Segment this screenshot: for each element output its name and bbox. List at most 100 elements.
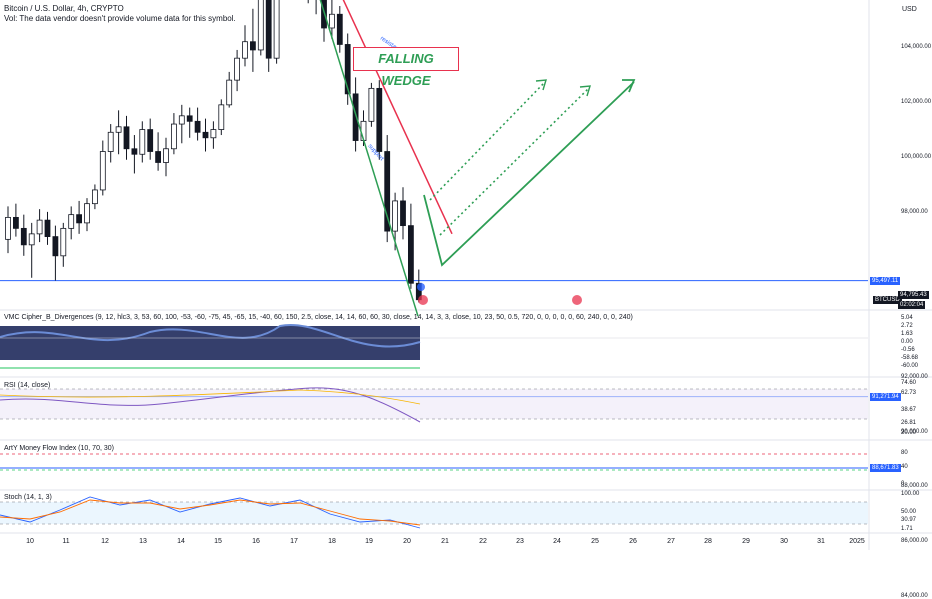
candle-body: [352, 93, 359, 141]
rsi-axis-label: 20.00: [901, 430, 917, 436]
price-tick-label: 98,000.00: [901, 208, 928, 215]
x-tick-label: 28: [704, 538, 712, 545]
stoch-d-line: [0, 499, 421, 526]
candle-body: [52, 236, 59, 257]
stoch-k-line: [0, 496, 421, 529]
stoch-axis-label: 100.00: [901, 491, 920, 497]
candle-body: [392, 200, 399, 232]
x-tick-label: 29: [742, 538, 750, 545]
x-tick-label: 25: [591, 538, 599, 545]
candle-body: [257, 0, 264, 51]
arrowhead: [535, 79, 547, 91]
x-tick-label: 2025: [849, 538, 865, 545]
cipher-axis-label: 2.72: [901, 323, 913, 329]
candle-body: [92, 189, 98, 205]
candle-body: [273, 0, 280, 59]
level-tag: 91,271.94: [870, 392, 901, 401]
x-tick-label: 30: [780, 538, 788, 545]
candle-body: [84, 203, 90, 224]
candle-body: [234, 57, 241, 81]
candle-body: [76, 214, 82, 224]
rsi-axis-label: 38.67: [901, 407, 917, 413]
price-tick-label: 104,000.00: [901, 44, 932, 51]
candle-body: [265, 0, 272, 59]
x-tick-label: 12: [101, 538, 109, 545]
wedge-resistance-line: [342, 0, 453, 235]
rsi-axis-label: 26.81: [901, 420, 917, 426]
rsi-axis-label: 62.73: [901, 390, 917, 396]
candle-body: [210, 129, 217, 139]
chart-subtitle: Vol: The data vendor doesn't provide vol…: [4, 14, 236, 23]
cipher-axis-label: -0.56: [901, 347, 915, 353]
candle-body: [36, 219, 43, 235]
x-tick-label: 14: [177, 538, 185, 545]
x-tick-label: 27: [667, 538, 675, 545]
candle-body: [178, 115, 185, 125]
dotted-arrow: [439, 87, 590, 236]
last-price-tag: 94,795.43: [898, 290, 929, 299]
candle-body: [376, 87, 383, 152]
candle-body: [12, 216, 19, 229]
candle-body: [68, 214, 75, 229]
x-tick-label: 26: [629, 538, 637, 545]
mfi-axis-label: 80: [901, 450, 908, 456]
symbol-tag: BTCUSD: [873, 295, 902, 304]
price-tick-label: 102,000.00: [901, 99, 932, 106]
currency-label[interactable]: USD: [902, 6, 917, 13]
candle-body: [344, 44, 351, 95]
candle-body: [28, 233, 35, 246]
candle-body: [107, 131, 114, 152]
rsi-axis-label: 74.60: [901, 380, 917, 386]
candle-body: [5, 216, 11, 240]
candle-body: [60, 227, 67, 257]
candle-body: [226, 79, 233, 106]
cipher-axis-label: 5.04: [901, 315, 913, 321]
rsi-band: [0, 389, 868, 419]
candle-body: [407, 225, 414, 284]
price-tick-label: 100,000.00: [901, 154, 932, 160]
candle-body: [194, 120, 201, 133]
rsi-ma-line: [0, 389, 421, 405]
x-tick-label: 31: [817, 538, 825, 545]
stoch-axis-label: 1.71: [901, 526, 913, 532]
candle-body: [44, 219, 51, 238]
candle-body: [99, 151, 106, 191]
price-tick-label: 92,000.00: [901, 373, 928, 380]
candle-body: [328, 13, 335, 29]
candle-body: [139, 129, 146, 155]
stoch-band: [0, 502, 868, 524]
candle-body: [249, 41, 256, 51]
price-tick-label: 88,000.00: [901, 483, 928, 490]
cipher-axis-label: -58.68: [901, 355, 919, 361]
candle-body: [202, 131, 209, 139]
candle-body: [170, 123, 177, 150]
chart-title: Bitcoin / U.S. Dollar, 4h, CRYPTO: [4, 4, 124, 13]
x-tick-label: 19: [365, 538, 373, 545]
level-tag: 88,671.83: [870, 463, 901, 472]
candle-body: [368, 87, 375, 122]
arrowhead: [579, 85, 591, 97]
price-tick-label: 90,000.00: [901, 428, 928, 435]
rsi-title[interactable]: RSI (14, close): [4, 382, 51, 389]
mfi-axis-label: 0: [901, 481, 905, 487]
stoch-title[interactable]: Stoch (14, 1, 3): [4, 494, 52, 501]
countdown-tag: 02:02:04: [898, 300, 926, 309]
cipher-axis-label: 1.63: [901, 331, 913, 337]
mfi-axis-label: 40: [901, 464, 908, 470]
wedge-support-line: [319, 0, 419, 317]
cipher-axis-label: -60.00: [901, 363, 919, 369]
candle-body: [163, 148, 169, 163]
x-tick-label: 13: [139, 538, 147, 545]
candle-body: [218, 104, 225, 130]
candle-body: [242, 41, 248, 59]
x-tick-label: 20: [403, 538, 411, 545]
x-tick-label: 10: [26, 538, 34, 545]
candle-body: [384, 151, 391, 232]
mfi-title[interactable]: ArtY Money Flow Index (10, 70, 30): [4, 445, 114, 452]
x-tick-label: 23: [516, 538, 524, 545]
price-tick-label: 84,000.00: [901, 593, 928, 599]
cipher-title[interactable]: VMC Cipher_B_Divergences (9, 12, hlc3, 3…: [4, 314, 633, 321]
candle-body: [115, 126, 122, 133]
